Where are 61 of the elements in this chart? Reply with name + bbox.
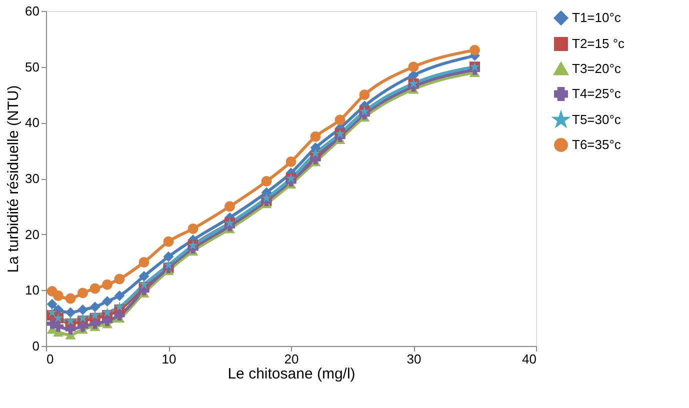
legend-label: T3=20°c — [572, 61, 622, 76]
y-tick-label: 0 — [32, 338, 40, 354]
point — [78, 288, 88, 298]
point — [408, 62, 419, 72]
y-tick-label: 30 — [25, 171, 40, 186]
point — [78, 321, 88, 332]
y-tick-label: 10 — [25, 282, 40, 298]
x-tick-label: 40 — [522, 352, 536, 366]
point — [78, 304, 88, 315]
point — [53, 321, 64, 332]
point — [47, 307, 58, 317]
point — [334, 114, 346, 126]
point — [102, 296, 112, 307]
point — [65, 293, 76, 304]
point — [359, 90, 370, 100]
point — [102, 316, 112, 326]
x-axis-title: Le chitosane (mg/l) — [228, 366, 356, 382]
y-axis-title: La turbidité résiduelle (NTU) — [5, 85, 22, 273]
x-tick-label: 0 — [46, 352, 54, 366]
point — [114, 302, 124, 312]
point — [114, 274, 125, 284]
point — [138, 270, 150, 282]
point — [102, 307, 112, 317]
point — [224, 201, 235, 212]
y-tick-label: 50 — [25, 59, 40, 74]
legend-label: T2=15 °c — [572, 36, 626, 51]
point — [53, 290, 64, 301]
legend-label: T6=35°c — [572, 137, 622, 152]
x-tick-label: 30 — [406, 352, 422, 366]
y-tick-label: 20 — [25, 226, 40, 242]
y-tick-label: 40 — [25, 115, 40, 130]
point — [164, 260, 174, 270]
point — [262, 192, 272, 202]
point — [65, 307, 76, 318]
point — [90, 318, 100, 329]
point — [286, 156, 296, 167]
point — [90, 310, 100, 320]
y-tick-label: 60 — [25, 4, 40, 18]
point — [261, 176, 272, 187]
point — [310, 148, 320, 158]
legend-label: T1=10°c — [572, 10, 622, 25]
point — [470, 44, 480, 56]
point — [78, 312, 88, 322]
point — [188, 224, 198, 234]
point — [138, 257, 150, 268]
x-tick-label: 10 — [162, 352, 176, 366]
point — [65, 324, 76, 334]
point — [139, 279, 149, 289]
point — [310, 131, 321, 142]
x-tick-label: 20 — [284, 352, 299, 366]
point — [163, 251, 174, 262]
legend-label: T4=25°c — [572, 86, 622, 101]
point — [102, 279, 112, 290]
point — [46, 298, 58, 310]
point — [90, 302, 100, 312]
point — [114, 310, 125, 321]
legend-label: T5=30°c — [572, 112, 622, 127]
point — [90, 283, 100, 294]
point — [114, 290, 125, 301]
point — [66, 316, 76, 326]
point — [163, 236, 174, 247]
